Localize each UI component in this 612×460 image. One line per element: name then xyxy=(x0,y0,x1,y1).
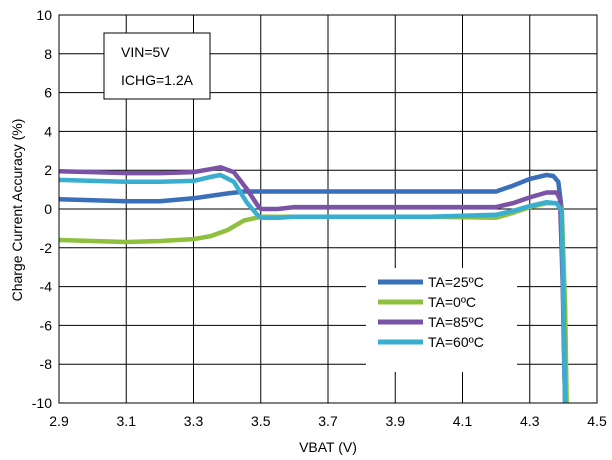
y-tick-label: -8 xyxy=(40,356,53,372)
annotation-box: VIN=5V ICHG=1.2A xyxy=(103,32,211,100)
x-tick-label: 3.3 xyxy=(184,413,204,429)
y-tick-label: -10 xyxy=(32,395,52,411)
plot-frame xyxy=(58,14,598,404)
annotation-frame xyxy=(103,32,211,100)
x-tick-label: 2.9 xyxy=(49,413,69,429)
x-tick-label: 4.5 xyxy=(587,413,607,429)
legend-label: TA=0ºC xyxy=(428,294,476,310)
x-axis-label: VBAT (V) xyxy=(299,439,357,455)
series-line-4 xyxy=(58,172,568,404)
y-axis-label: Charge Current Accuracy (%) xyxy=(9,119,25,302)
legend-label: TA=60ºC xyxy=(428,334,484,350)
x-tick-label: 4.1 xyxy=(453,413,473,429)
x-tick-label: 3.9 xyxy=(386,413,406,429)
y-tick-label: -2 xyxy=(40,240,53,256)
series-line-1 xyxy=(58,172,568,404)
x-tick-label: 3.7 xyxy=(318,413,338,429)
y-tick-label: -4 xyxy=(40,279,53,295)
axis-ticks: 2.9 3.1 3.3 3.5 3.7 3.9 4.1 4.3 4.5 -10 -8 -6 -4 -2 0 2… xyxy=(32,7,607,429)
y-tick-label: 4 xyxy=(44,123,52,139)
y-tick-label: 0 xyxy=(44,201,52,217)
y-tick-label: 6 xyxy=(44,85,52,101)
legend-label: TA=85ºC xyxy=(428,314,484,330)
x-tick-label: 3.5 xyxy=(251,413,271,429)
y-tick-label: 2 xyxy=(44,162,52,178)
annotation-line-vin: VIN=5V xyxy=(121,44,170,60)
data-series xyxy=(58,165,569,404)
legend-label: TA=25ºC xyxy=(428,274,484,290)
legend: TA=25ºC TA=0ºC TA=85ºC TA=60ºC xyxy=(366,268,517,372)
annotation-line-ichg: ICHG=1.2A xyxy=(121,72,194,88)
series-line-3 xyxy=(58,165,568,404)
x-tick-label: 3.1 xyxy=(117,413,137,429)
y-tick-label: -6 xyxy=(40,317,53,333)
y-tick-label: 10 xyxy=(36,7,52,23)
x-tick-label: 4.3 xyxy=(520,413,540,429)
y-tick-label: 8 xyxy=(44,46,52,62)
